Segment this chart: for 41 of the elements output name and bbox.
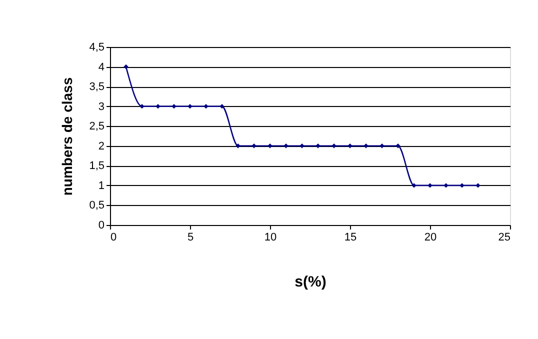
point <box>476 183 480 188</box>
point <box>268 144 272 148</box>
y-tick-label: 1,5 <box>89 160 104 172</box>
y-tick-label: 4 <box>98 61 104 74</box>
x-tick-label: 15 <box>344 232 357 244</box>
point <box>204 104 208 109</box>
point <box>156 104 160 109</box>
point <box>460 183 464 188</box>
point <box>124 64 128 70</box>
point <box>316 144 320 148</box>
y-tick-label: 2 <box>98 140 104 152</box>
x-tick-label: 5 <box>187 232 194 244</box>
point <box>172 104 176 109</box>
x-tick-label: 0 <box>110 232 117 244</box>
y-tick-label: 3,5 <box>89 81 104 94</box>
point <box>396 144 400 148</box>
x-axis-title: s(%) <box>294 274 326 290</box>
point <box>140 104 144 109</box>
x-tick-label: 25 <box>498 232 510 244</box>
y-tick-label: 1 <box>98 180 104 192</box>
point <box>188 104 192 109</box>
y-tick-label: 0,5 <box>89 200 104 212</box>
point <box>300 144 304 148</box>
x-tick-label: 20 <box>424 232 437 244</box>
point <box>444 183 448 188</box>
point <box>332 144 336 148</box>
point <box>428 183 432 188</box>
y-tick-label: 0 <box>98 220 104 232</box>
point <box>220 104 224 109</box>
y-axis-title: numbers de class <box>59 77 76 196</box>
x-tick-label: 10 <box>264 232 277 244</box>
point <box>380 144 384 148</box>
y-tick-label: 3 <box>98 100 104 113</box>
point <box>284 144 288 148</box>
point <box>348 144 352 148</box>
point <box>364 144 368 148</box>
point <box>252 144 256 148</box>
y-tick-label: 4,5 <box>89 42 104 54</box>
y-tick-label: 2,5 <box>89 120 104 133</box>
point <box>236 144 240 148</box>
point <box>412 183 416 188</box>
